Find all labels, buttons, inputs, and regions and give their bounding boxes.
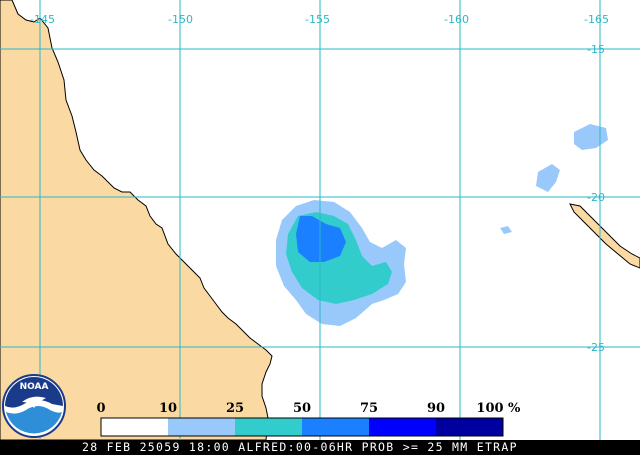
logo-sea	[6, 406, 62, 434]
legend-label-75: 75	[360, 401, 378, 416]
prob-contour-50	[296, 216, 346, 262]
lon-label-150: -150	[168, 13, 193, 26]
legend-label-10: 10	[159, 401, 177, 416]
lon-label-160: -160	[444, 13, 469, 26]
lat-label-15: -15	[587, 43, 605, 56]
legend-label-90: 90	[427, 401, 445, 416]
lat-label-20: -20	[587, 191, 605, 204]
legend-swatch-75-90	[369, 418, 436, 436]
legend-swatch-0-10	[101, 418, 168, 436]
graticule	[0, 0, 640, 440]
land-mass	[0, 0, 273, 441]
legend-label-25: 25	[226, 401, 244, 416]
legend-label-50: 50	[293, 401, 311, 416]
legend-swatch-25-50	[235, 418, 302, 436]
logo-text: NOAA	[20, 382, 49, 392]
caption-bar: 28 FEB 25059 18:00 ALFRED:00-06HR PROB >…	[0, 440, 640, 455]
noaa-logo: NOAA	[2, 374, 66, 438]
lon-label-165: -165	[584, 13, 609, 26]
lat-label-25: -25	[587, 341, 605, 354]
legend-label-0: 0	[96, 401, 105, 416]
legend-swatch-50-75	[302, 418, 369, 436]
new-caledonia-island	[569, 203, 640, 269]
ocean-patch-east-2	[536, 164, 560, 192]
legend-unit: %	[508, 401, 521, 416]
legend-label-100: 100	[476, 401, 503, 416]
lon-label-155: -155	[305, 13, 330, 26]
ocean-patch-east-3	[500, 226, 512, 234]
lon-label-145: -145	[30, 13, 55, 26]
legend-frame	[100, 417, 504, 437]
logo-sky	[5, 377, 63, 408]
logo-gull	[22, 396, 46, 408]
caption-text: 28 FEB 25059 18:00 ALFRED:00-06HR PROB >…	[82, 440, 518, 454]
legend: 0 10 25 50 75 90 100 %	[96, 401, 521, 437]
probability-area	[276, 124, 608, 326]
legend-swatch-90-100	[436, 418, 503, 436]
legend-swatch-10-25	[168, 418, 235, 436]
